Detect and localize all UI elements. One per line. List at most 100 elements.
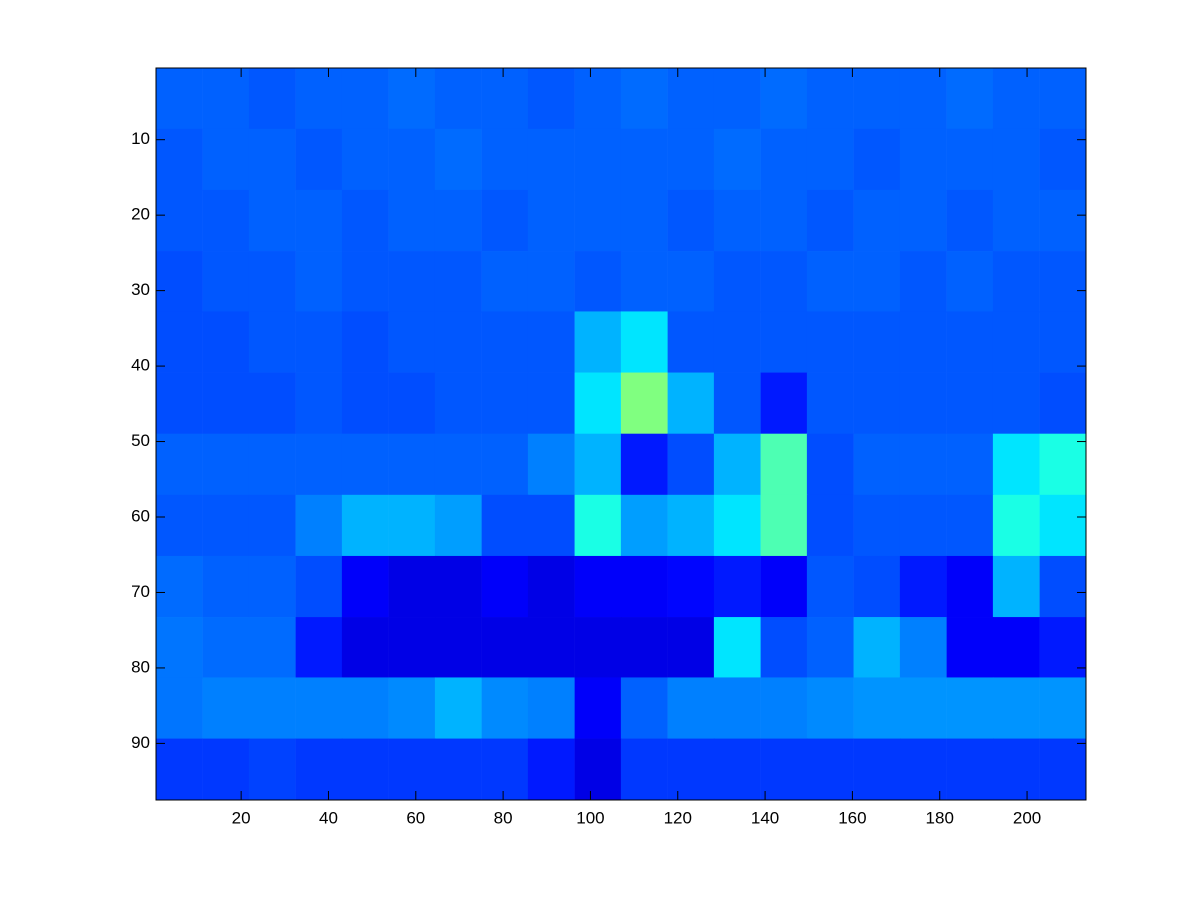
cell xyxy=(667,128,715,191)
cell xyxy=(341,251,389,313)
cell xyxy=(574,617,622,679)
cell xyxy=(434,128,482,191)
cell xyxy=(388,251,436,313)
cell xyxy=(156,738,203,800)
cell xyxy=(946,677,994,739)
cell xyxy=(992,494,1040,557)
cell xyxy=(481,617,529,679)
cell xyxy=(481,251,529,313)
x-tick-label: 160 xyxy=(838,808,866,827)
cell xyxy=(713,68,761,130)
cell xyxy=(574,128,622,191)
cell xyxy=(946,494,994,557)
cell xyxy=(156,311,203,373)
cell xyxy=(434,494,482,557)
cell xyxy=(1039,677,1086,739)
cell xyxy=(156,433,203,496)
cell xyxy=(248,372,296,435)
cell xyxy=(760,617,808,679)
cell xyxy=(992,738,1040,800)
cell xyxy=(341,617,389,679)
cell xyxy=(620,738,668,800)
cell xyxy=(806,68,854,130)
cell xyxy=(713,433,761,496)
cell xyxy=(527,738,575,800)
cell xyxy=(667,677,715,739)
cell xyxy=(388,128,436,191)
cell xyxy=(1039,189,1086,252)
cell xyxy=(853,494,901,557)
cell xyxy=(667,433,715,496)
cell xyxy=(295,617,343,679)
cell xyxy=(434,433,482,496)
cell xyxy=(248,128,296,191)
cell xyxy=(946,311,994,373)
cell xyxy=(1039,251,1086,313)
cell xyxy=(899,494,947,557)
cell xyxy=(527,128,575,191)
cell xyxy=(295,372,343,435)
cell xyxy=(527,372,575,435)
cell xyxy=(713,128,761,191)
cell xyxy=(1039,555,1086,618)
cell xyxy=(202,555,250,618)
cell xyxy=(992,189,1040,252)
cell xyxy=(853,677,901,739)
cell xyxy=(713,372,761,435)
cell xyxy=(992,372,1040,435)
cell xyxy=(202,738,250,800)
image xyxy=(156,68,1086,800)
cell xyxy=(899,189,947,252)
y-tick-label: 90 xyxy=(131,733,150,752)
cell xyxy=(806,128,854,191)
cell xyxy=(434,372,482,435)
cell xyxy=(992,251,1040,313)
cell xyxy=(527,433,575,496)
cell xyxy=(806,617,854,679)
cell xyxy=(156,372,203,435)
cell xyxy=(574,189,622,252)
cell xyxy=(806,433,854,496)
cell xyxy=(248,494,296,557)
cell xyxy=(248,189,296,252)
cell xyxy=(481,433,529,496)
cell xyxy=(527,251,575,313)
cell xyxy=(434,251,482,313)
cell xyxy=(667,555,715,618)
cell xyxy=(806,555,854,618)
cell xyxy=(202,433,250,496)
cell xyxy=(341,311,389,373)
cell xyxy=(760,738,808,800)
cell xyxy=(481,189,529,252)
cell xyxy=(853,128,901,191)
cell xyxy=(481,555,529,618)
y-tick-label: 40 xyxy=(131,356,150,375)
cell xyxy=(899,433,947,496)
cell xyxy=(713,494,761,557)
cell xyxy=(388,617,436,679)
cell xyxy=(620,311,668,373)
cell xyxy=(527,494,575,557)
cell xyxy=(341,189,389,252)
cell xyxy=(620,433,668,496)
cell xyxy=(667,738,715,800)
cell xyxy=(992,68,1040,130)
cell xyxy=(1039,617,1086,679)
cell xyxy=(667,251,715,313)
cell xyxy=(620,372,668,435)
cell xyxy=(806,738,854,800)
cell xyxy=(992,311,1040,373)
cell xyxy=(202,251,250,313)
cell xyxy=(667,494,715,557)
cell xyxy=(946,738,994,800)
cell xyxy=(295,555,343,618)
cell xyxy=(248,738,296,800)
cell xyxy=(434,189,482,252)
cell xyxy=(620,617,668,679)
cell xyxy=(156,189,203,252)
cell xyxy=(620,128,668,191)
cell xyxy=(760,128,808,191)
cell xyxy=(295,433,343,496)
cell xyxy=(248,555,296,618)
